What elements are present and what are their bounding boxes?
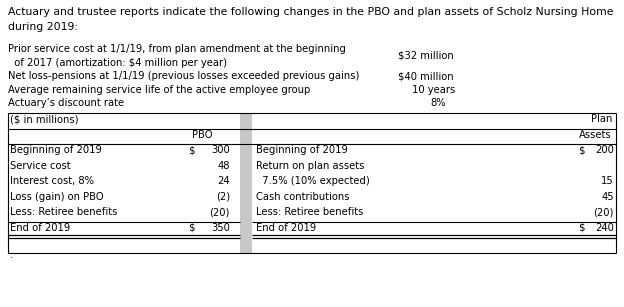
Text: Actuary’s discount rate: Actuary’s discount rate	[8, 98, 124, 108]
Text: $: $	[578, 223, 585, 232]
Text: ·: ·	[10, 254, 13, 263]
Text: during 2019:: during 2019:	[8, 22, 78, 33]
Text: 10 years: 10 years	[412, 85, 456, 95]
Text: 240: 240	[595, 223, 614, 232]
Text: PBO: PBO	[192, 130, 213, 140]
Text: 48: 48	[218, 161, 230, 171]
Text: Beginning of 2019: Beginning of 2019	[256, 145, 348, 155]
Text: Prior service cost at 1/1/19, from plan amendment at the beginning: Prior service cost at 1/1/19, from plan …	[8, 44, 346, 54]
Text: Less: Retiree benefits: Less: Retiree benefits	[256, 207, 363, 217]
Text: ($ in millions): ($ in millions)	[10, 114, 79, 124]
Text: Return on plan assets: Return on plan assets	[256, 161, 364, 171]
Text: Actuary and trustee reports indicate the following changes in the PBO and plan a: Actuary and trustee reports indicate the…	[8, 7, 613, 17]
Text: 7.5% (10% expected): 7.5% (10% expected)	[256, 176, 370, 186]
Text: Cash contributions: Cash contributions	[256, 192, 349, 202]
Bar	[240, 113, 252, 253]
Text: Assets: Assets	[579, 130, 612, 140]
Text: $: $	[188, 145, 195, 155]
Text: Service cost: Service cost	[10, 161, 71, 171]
Text: Net loss-pensions at 1/1/19 (previous losses exceeded previous gains): Net loss-pensions at 1/1/19 (previous lo…	[8, 71, 359, 81]
Text: End of 2019: End of 2019	[256, 223, 316, 232]
Text: 8%: 8%	[430, 98, 446, 108]
Text: $: $	[578, 145, 585, 155]
Text: 300: 300	[212, 145, 230, 155]
Text: Less: Retiree benefits: Less: Retiree benefits	[10, 207, 117, 217]
Text: End of 2019: End of 2019	[10, 223, 71, 232]
Text: $: $	[188, 223, 195, 232]
Text: $40 million: $40 million	[398, 71, 454, 81]
Text: $32 million: $32 million	[398, 50, 454, 60]
Text: (20): (20)	[593, 207, 614, 217]
Text: 15: 15	[602, 176, 614, 186]
Text: (2): (2)	[216, 192, 230, 202]
Text: 45: 45	[602, 192, 614, 202]
Text: 350: 350	[211, 223, 230, 232]
Text: 24: 24	[217, 176, 230, 186]
Text: (20): (20)	[210, 207, 230, 217]
Text: Interest cost, 8%: Interest cost, 8%	[10, 176, 94, 186]
Text: of 2017 (amortization: $4 million per year): of 2017 (amortization: $4 million per ye…	[8, 58, 227, 68]
Text: 200: 200	[595, 145, 614, 155]
Text: Average remaining service life of the active employee group: Average remaining service life of the ac…	[8, 85, 310, 95]
Text: Beginning of 2019: Beginning of 2019	[10, 145, 102, 155]
Text: Plan: Plan	[591, 114, 612, 124]
Text: Loss (gain) on PBO: Loss (gain) on PBO	[10, 192, 104, 202]
